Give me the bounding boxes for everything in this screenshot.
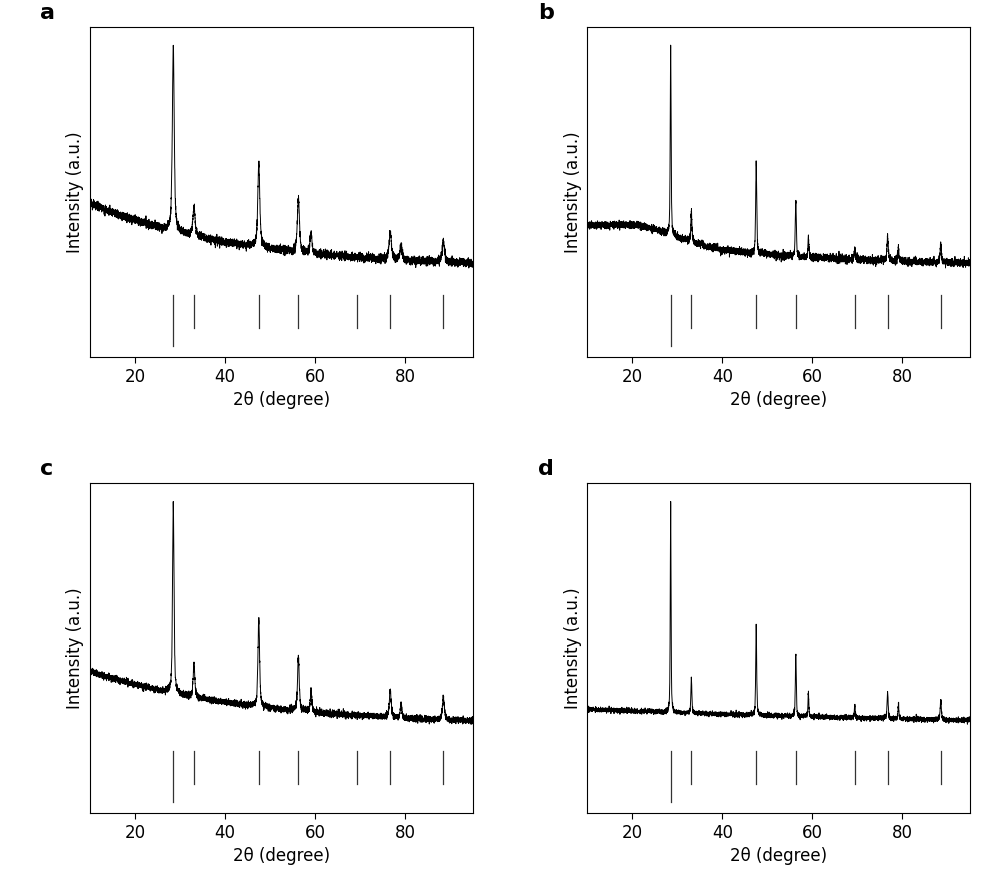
Text: d: d bbox=[538, 460, 554, 479]
X-axis label: 2θ (degree): 2θ (degree) bbox=[233, 847, 330, 865]
Y-axis label: Intensity (a.u.): Intensity (a.u.) bbox=[564, 131, 582, 253]
Text: c: c bbox=[40, 460, 54, 479]
X-axis label: 2θ (degree): 2θ (degree) bbox=[730, 391, 827, 409]
Y-axis label: Intensity (a.u.): Intensity (a.u.) bbox=[66, 131, 84, 253]
Text: a: a bbox=[40, 4, 55, 23]
Y-axis label: Intensity (a.u.): Intensity (a.u.) bbox=[564, 587, 582, 709]
Y-axis label: Intensity (a.u.): Intensity (a.u.) bbox=[66, 587, 84, 709]
X-axis label: 2θ (degree): 2θ (degree) bbox=[730, 847, 827, 865]
X-axis label: 2θ (degree): 2θ (degree) bbox=[233, 391, 330, 409]
Text: b: b bbox=[538, 4, 554, 23]
